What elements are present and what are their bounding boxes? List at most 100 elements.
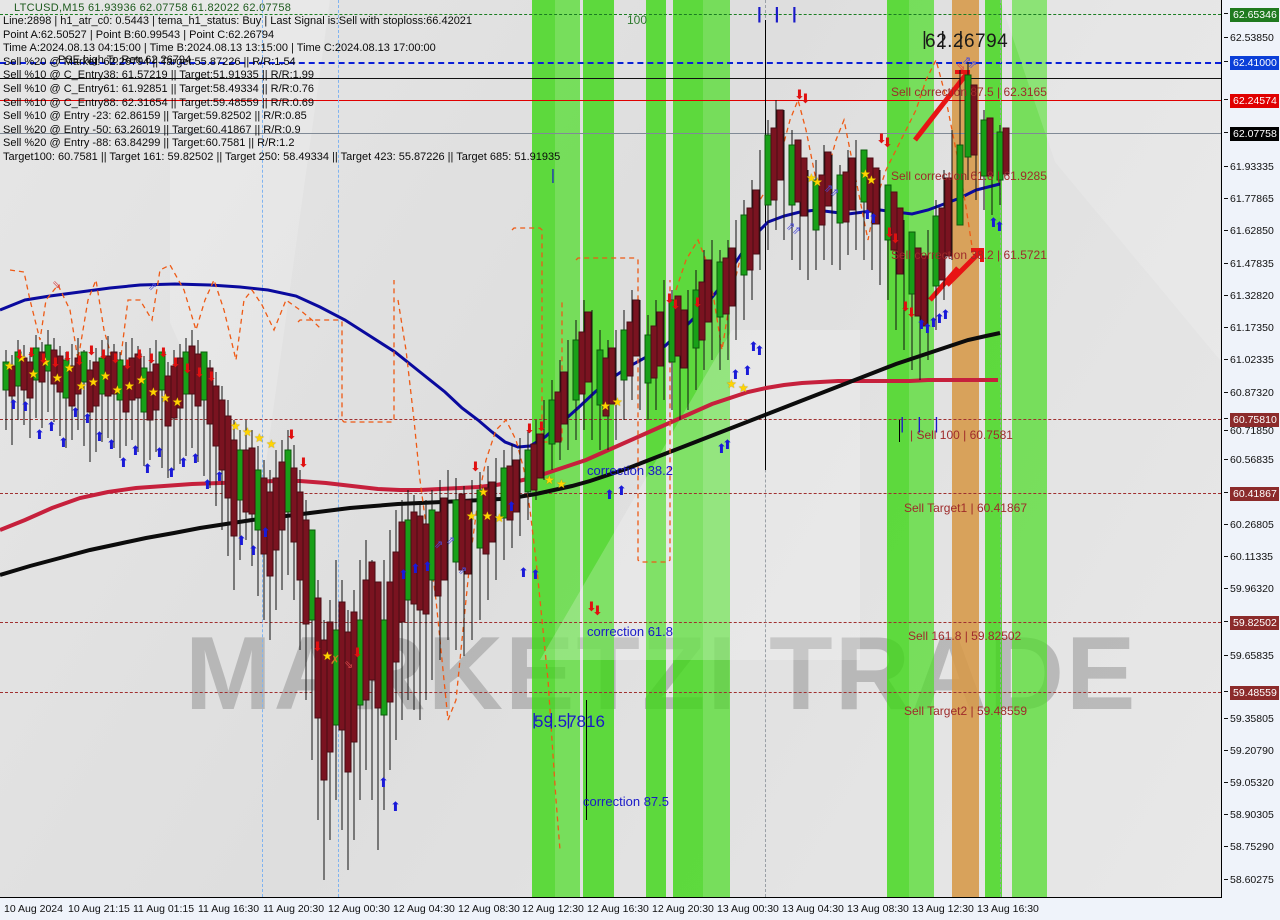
time-tick-6: 12 Aug 04:30 bbox=[393, 903, 455, 915]
chart-label-6: correction 61.8 bbox=[587, 624, 673, 639]
price-tick-7: 61.62850 bbox=[1223, 225, 1280, 237]
signal-marker-down-106: ⬇ bbox=[800, 91, 811, 106]
chart-label-12: 59.57816 bbox=[534, 712, 605, 731]
level-line-8 bbox=[0, 78, 1221, 79]
signal-marker-down-105: ⬇ bbox=[794, 87, 805, 102]
info-line-8: Sell %20 @ Entry -50: 63.26019 || Target… bbox=[3, 123, 301, 136]
signal-marker-star-55: ★ bbox=[266, 437, 277, 451]
signal-marker-up-119: ⬆ bbox=[916, 317, 927, 332]
signal-marker-down-129: ⬇ bbox=[906, 305, 917, 320]
signal-marker-star-62: ★ bbox=[322, 649, 333, 663]
chart-label-2: Sell correction 87.5 | 62.3165 bbox=[891, 85, 1047, 99]
signal-marker-up-57: ⬆ bbox=[248, 543, 259, 558]
info-line-10: Target100: 60.7581 || Target 161: 59.825… bbox=[3, 150, 561, 163]
signal-marker-up-121: ⬆ bbox=[928, 315, 939, 330]
tick-group-low: | | | bbox=[532, 710, 575, 729]
signal-marker-down-87: ⬇ bbox=[592, 603, 603, 618]
level-line-6 bbox=[0, 622, 1221, 623]
price-tick-25: 59.05320 bbox=[1223, 777, 1280, 789]
signal-marker-hollow-up-125: ⇗ bbox=[968, 59, 978, 71]
time-tick-15: 13 Aug 16:30 bbox=[977, 903, 1039, 915]
price-tick-17: 60.26805 bbox=[1223, 519, 1280, 531]
signal-marker-star-112: ★ bbox=[866, 173, 877, 187]
signal-marker-hollow-up-110: ⇗ bbox=[830, 187, 840, 199]
level-line-3 bbox=[0, 133, 1221, 134]
signal-marker-down-61: ⬇ bbox=[312, 639, 323, 654]
level-line-7 bbox=[0, 692, 1221, 693]
session-band-2 bbox=[583, 0, 614, 897]
signal-marker-star-23: ★ bbox=[64, 361, 75, 375]
signal-marker-down-40: ⬇ bbox=[98, 347, 109, 362]
chart-plot-area[interactable]: MARKETZI TRADE bbox=[0, 0, 1222, 898]
chart-label-4: Sell correction 38.2 | 61.5721 bbox=[891, 248, 1047, 262]
vertical-marker-black-1 bbox=[765, 20, 766, 470]
symbol-ohlc-line: LTCUSD,M15 61.93936 62.07758 61.82022 62… bbox=[14, 2, 292, 14]
signal-marker-star-107: ★ bbox=[806, 171, 817, 185]
signal-marker-star-53: ★ bbox=[242, 425, 253, 439]
signal-marker-star-21: ★ bbox=[40, 355, 51, 369]
signal-marker-up-95: ⬆ bbox=[716, 441, 727, 456]
signal-marker-down-117: ⬇ bbox=[884, 225, 895, 240]
price-tick-23: 59.35805 bbox=[1223, 713, 1280, 725]
vertical-marker-gray-2 bbox=[1000, 0, 1001, 897]
signal-marker-star-54: ★ bbox=[254, 431, 265, 445]
price-tick-11: 61.02335 bbox=[1223, 354, 1280, 366]
signal-marker-star-97: ★ bbox=[726, 377, 737, 391]
signal-marker-star-26: ★ bbox=[100, 369, 111, 383]
tick-group-price-c: | | | bbox=[922, 29, 968, 50]
price-tick-3: 62.24574 bbox=[1223, 94, 1280, 108]
signal-marker-up-68: ⬆ bbox=[398, 567, 409, 582]
chart-label-11: Sell Target2 | 59.48559 bbox=[904, 704, 1027, 718]
signal-marker-down-47: ⬇ bbox=[182, 361, 193, 376]
signal-marker-down-36: ⬇ bbox=[50, 355, 61, 370]
price-tick-2: 62.41000 bbox=[1223, 56, 1280, 70]
signal-marker-up-0: ⬆ bbox=[8, 397, 19, 412]
signal-marker-up-15: ⬆ bbox=[190, 451, 201, 466]
time-tick-4: 11 Aug 20:30 bbox=[263, 903, 325, 915]
price-tick-6: 61.77865 bbox=[1223, 193, 1280, 205]
signal-marker-up-58: ⬆ bbox=[260, 525, 271, 540]
signal-marker-up-7: ⬆ bbox=[94, 429, 105, 444]
signal-marker-up-101: ⬆ bbox=[748, 339, 759, 354]
signal-marker-up-120: ⬆ bbox=[922, 321, 933, 336]
signal-marker-star-88: ★ bbox=[600, 399, 611, 413]
price-axis[interactable]: 62.65346 62.53850 62.41000 62.24574 62.07758… bbox=[1223, 0, 1280, 898]
info-line-0: Line:2898 | h1_atr_c0: 0.5443 | tema_h1_… bbox=[3, 15, 473, 27]
signal-marker-down-43: ⬇ bbox=[134, 347, 145, 362]
signal-marker-up-67: ⬆ bbox=[390, 799, 401, 814]
price-tick-19: 59.96320 bbox=[1223, 583, 1280, 595]
chart-label-9: Sell Target1 | 60.41867 bbox=[904, 501, 1027, 515]
info-line-5: Sell %10 @ C_Entry61: 61.92851 || Target… bbox=[3, 82, 315, 95]
signal-marker-up-2: ⬆ bbox=[34, 427, 45, 442]
price-tick-12: 60.87320 bbox=[1223, 387, 1280, 399]
info-line-1: Point A:62.50527 | Point B:60.99543 | Po… bbox=[3, 28, 275, 41]
signal-marker-star-27: ★ bbox=[112, 383, 123, 397]
time-tick-10: 12 Aug 20:30 bbox=[652, 903, 714, 915]
price-tick-1: 62.53850 bbox=[1223, 32, 1280, 44]
signal-marker-up-99: ⬆ bbox=[730, 367, 741, 382]
signal-marker-down-45: ⬇ bbox=[158, 345, 169, 360]
signal-marker-star-80: ★ bbox=[466, 509, 477, 523]
time-tick-11: 13 Aug 00:30 bbox=[717, 903, 779, 915]
time-tick-2: 11 Aug 01:15 bbox=[133, 903, 195, 915]
chart-label-3: Sell correction 61.8 | 61.9285 bbox=[891, 169, 1047, 183]
chart-label-7: correction 87.5 bbox=[583, 794, 669, 809]
time-axis[interactable]: 10 Aug 2024 10 Aug 21:15 11 Aug 01:15 11 Au… bbox=[0, 899, 1280, 920]
price-tick-5: 61.93335 bbox=[1223, 161, 1280, 173]
signal-marker-star-24: ★ bbox=[76, 379, 87, 393]
signal-marker-star-20: ★ bbox=[28, 367, 39, 381]
signal-marker-hollow-down-50: ⇘ bbox=[52, 279, 62, 291]
signal-marker-hollow-up-103: ⇗ bbox=[786, 221, 796, 233]
signal-marker-up-90: ⬆ bbox=[604, 487, 615, 502]
signal-marker-down-34: ⬇ bbox=[26, 345, 37, 360]
price-tick-8: 61.47835 bbox=[1223, 258, 1280, 270]
chart-label-5: correction 38.2 bbox=[587, 463, 673, 478]
signal-marker-down-39: ⬇ bbox=[86, 343, 97, 358]
signal-marker-up-70: ⬆ bbox=[422, 559, 433, 574]
signal-marker-down-35: ⬇ bbox=[38, 351, 49, 366]
tick-group-single: | bbox=[551, 167, 555, 184]
chart-label-1: 62.26794 bbox=[925, 31, 1009, 52]
signal-marker-hollow-up-104: ⇗ bbox=[792, 225, 802, 237]
strategy-info-panel: Line:2898 | h1_atr_c0: 0.5443 | tema_h1_… bbox=[3, 15, 560, 165]
